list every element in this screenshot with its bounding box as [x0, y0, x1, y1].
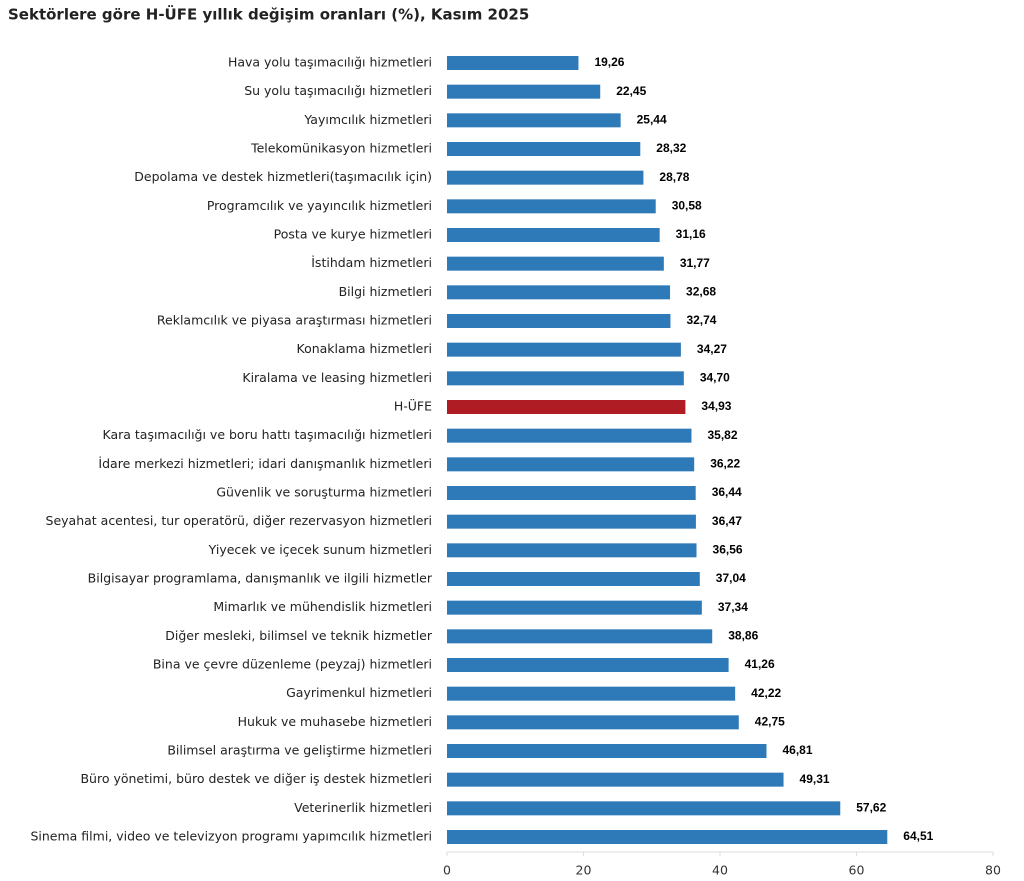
y-tick-label: H-ÜFE [394, 398, 432, 414]
value-label: 28,78 [659, 170, 689, 184]
value-label: 38,86 [728, 629, 758, 643]
value-label: 35,82 [707, 428, 737, 442]
bar [447, 428, 692, 443]
bar [447, 715, 739, 730]
x-tick-label: 60 [849, 863, 865, 878]
y-tick-label: Su yolu taşımacılığı hizmetleri [244, 83, 432, 98]
value-label: 42,75 [755, 715, 785, 729]
value-label: 57,62 [856, 801, 886, 815]
bar [447, 772, 784, 787]
bar [447, 342, 681, 357]
value-label: 19,26 [594, 55, 624, 69]
bar [447, 514, 696, 529]
y-tick-label: Veterinerlik hizmetleri [294, 800, 432, 815]
bar [447, 572, 700, 586]
y-tick-label: Büro yönetimi, büro destek ve diğer iş d… [80, 771, 432, 786]
bar [447, 56, 579, 70]
value-label: 34,93 [701, 399, 731, 413]
y-tick-label: İdare merkezi hizmetleri; idari danışman… [98, 456, 432, 471]
x-tick-label: 0 [443, 863, 451, 878]
value-label: 49,31 [800, 772, 830, 786]
bar [447, 457, 695, 472]
y-tick-label: Diğer mesleki, bilimsel ve teknik hizmet… [165, 628, 433, 643]
y-tick-label: Gayrimenkul hizmetleri [286, 685, 432, 700]
y-tick-label: Kara taşımacılığı ve boru hattı taşımacı… [102, 427, 432, 442]
bar [447, 256, 664, 271]
bar [447, 170, 644, 185]
bar [447, 400, 686, 414]
value-label: 31,16 [676, 227, 706, 241]
y-tick-label: Mimarlık ve mühendislik hizmetleri [213, 599, 432, 614]
bar [447, 686, 736, 701]
value-label: 64,51 [903, 829, 933, 843]
value-label: 25,44 [637, 113, 667, 127]
value-label: 36,47 [712, 514, 742, 528]
y-tick-label: Reklamcılık ve piyasa araştırması hizmet… [157, 313, 432, 328]
y-tick-label: İstihdam hizmetleri [311, 255, 432, 270]
bar [447, 830, 888, 844]
bar [447, 314, 671, 328]
y-tick-label: Posta ve kurye hizmetleri [274, 227, 432, 242]
y-tick-label: Bilgi hizmetleri [339, 284, 432, 299]
value-label: 41,26 [745, 657, 775, 671]
y-tick-label: Güvenlik ve soruşturma hizmetleri [216, 485, 432, 500]
bar [447, 113, 621, 128]
y-tick-label: Telekomünikasyon hizmetleri [250, 141, 432, 156]
y-tick-label: Bina ve çevre düzenleme (peyzaj) hizmetl… [153, 657, 432, 672]
bar [447, 543, 697, 558]
bar [447, 744, 767, 758]
bar [447, 285, 671, 300]
bar [447, 658, 729, 672]
value-label: 36,44 [712, 485, 742, 499]
value-label: 34,70 [700, 371, 730, 385]
y-tick-label: Programcılık ve yayıncılık hizmetleri [207, 198, 432, 213]
value-label: 30,58 [672, 199, 702, 213]
y-tick-label: Hukuk ve muhasebe hizmetleri [238, 714, 432, 729]
bar [447, 142, 641, 156]
y-tick-label: Hava yolu taşımacılığı hizmetleri [228, 55, 432, 70]
y-tick-label: Bilgisayar programlama, danışmanlık ve i… [88, 571, 433, 586]
value-label: 31,77 [680, 256, 710, 270]
y-tick-label: Bilimsel araştırma ve geliştirme hizmetl… [167, 743, 432, 758]
x-tick-label: 20 [576, 863, 592, 878]
y-tick-label: Yiyecek ve içecek sunum hizmetleri [208, 542, 432, 557]
bar [447, 486, 696, 500]
bar [447, 228, 660, 242]
x-tick-label: 40 [712, 863, 728, 878]
value-label: 37,04 [716, 571, 746, 585]
value-label: 28,32 [656, 141, 686, 155]
value-label: 32,68 [686, 285, 716, 299]
bar [447, 629, 713, 644]
value-label: 46,81 [782, 743, 812, 757]
bar [447, 199, 656, 214]
value-label: 42,22 [751, 686, 781, 700]
chart-title: Sektörlere göre H-ÜFE yıllık değişim ora… [8, 5, 529, 24]
y-tick-label: Kiralama ve leasing hizmetleri [242, 370, 432, 385]
bar [447, 371, 684, 386]
y-tick-label: Yayımcılık hizmetleri [303, 112, 432, 127]
y-tick-label: Seyahat acentesi, tur operatörü, diğer r… [46, 513, 432, 528]
y-tick-label: Sinema filmi, video ve televizyon progra… [30, 829, 432, 844]
bar [447, 600, 702, 615]
y-tick-label: Konaklama hizmetleri [297, 341, 433, 356]
value-label: 36,22 [710, 457, 740, 471]
x-tick-label: 80 [985, 863, 1001, 878]
value-label: 37,34 [718, 600, 748, 614]
y-tick-label: Depolama ve destek hizmetleri(taşımacılı… [134, 169, 432, 184]
value-label: 36,56 [713, 543, 743, 557]
value-label: 22,45 [616, 84, 646, 98]
value-label: 34,27 [697, 342, 727, 356]
value-label: 32,74 [686, 313, 716, 327]
bar [447, 84, 601, 99]
bar [447, 801, 841, 816]
